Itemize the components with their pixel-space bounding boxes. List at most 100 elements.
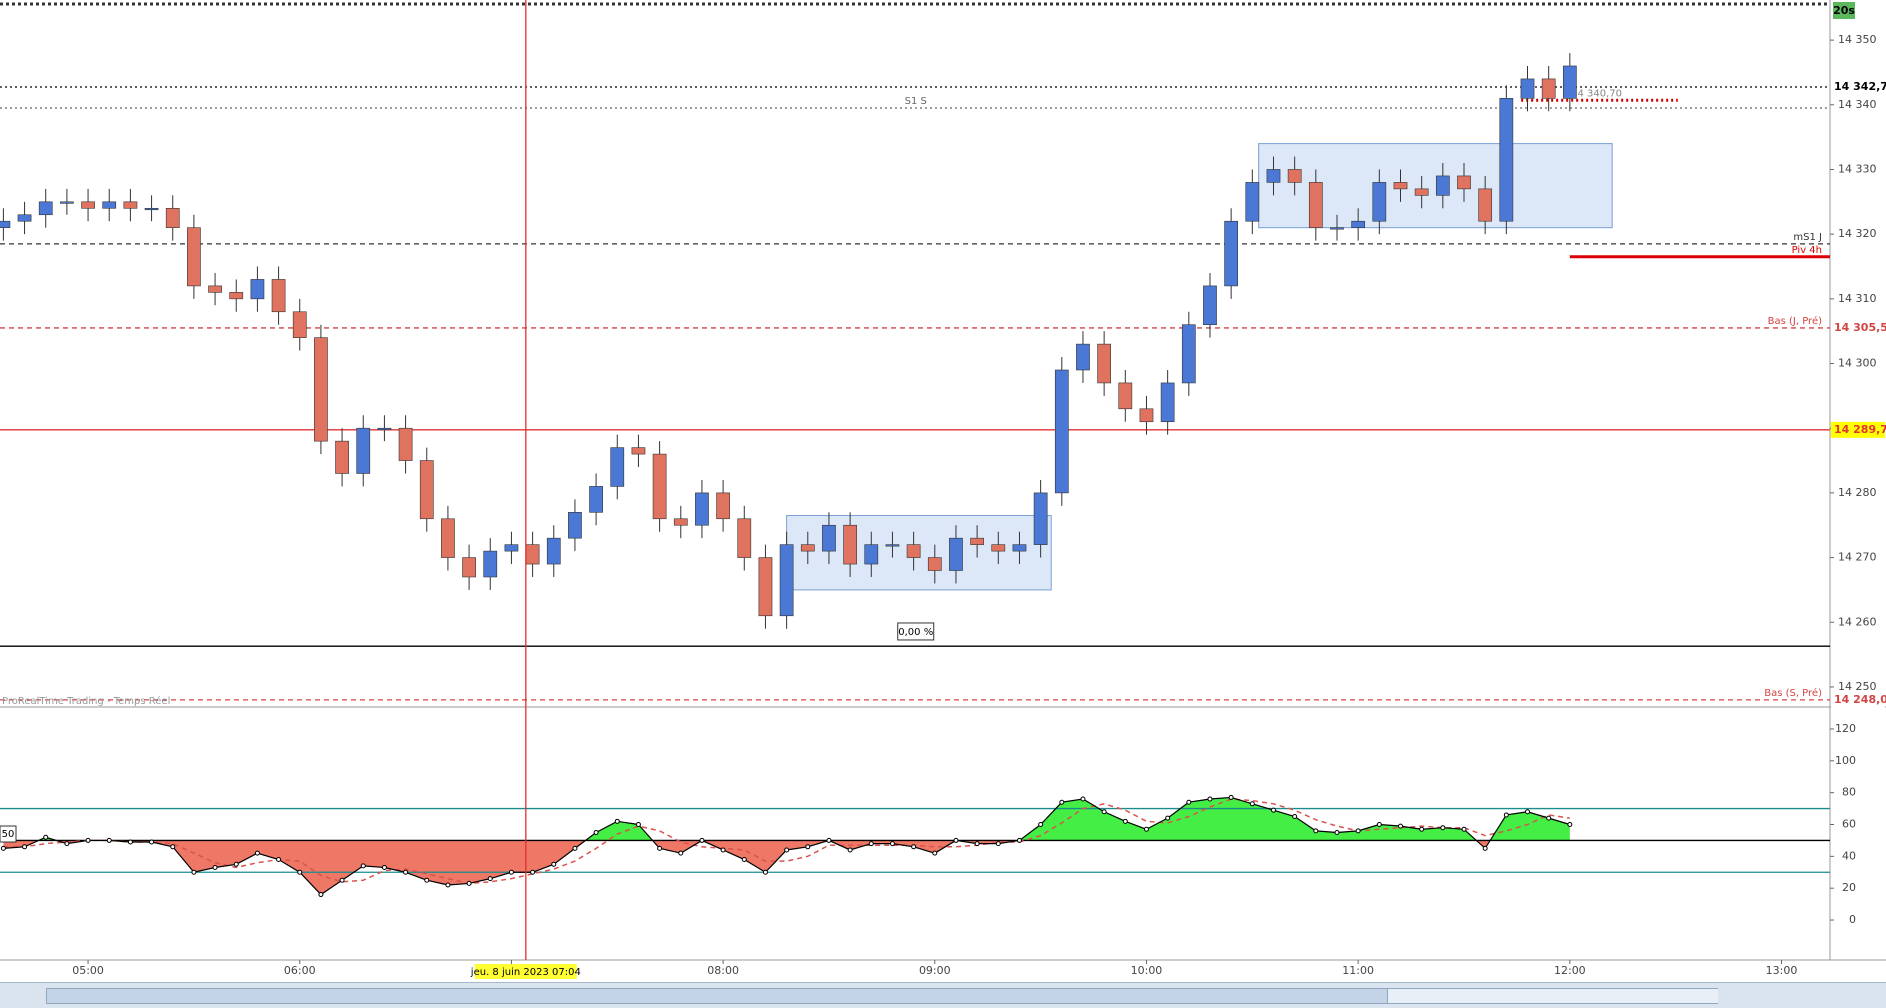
x-tick-label: 09:00 xyxy=(919,964,951,977)
indicator-point xyxy=(847,847,853,853)
candle-body xyxy=(187,227,201,287)
indicator-tick-label: 0 xyxy=(1849,913,1856,926)
scrollbar[interactable] xyxy=(46,988,1718,1004)
indicator-point xyxy=(276,857,282,863)
level-label-box xyxy=(1831,421,1885,438)
candle-body xyxy=(81,201,95,209)
candle-body xyxy=(800,544,815,552)
indicator-point xyxy=(360,863,366,869)
indicator-point xyxy=(1397,823,1403,829)
candle-body xyxy=(1033,492,1048,545)
percent-label: 0,00 % xyxy=(898,627,933,638)
indicator-point xyxy=(1270,807,1276,813)
candle-body xyxy=(716,492,730,520)
indicator-point xyxy=(106,837,112,843)
candle-body xyxy=(779,544,794,617)
candle-body xyxy=(1330,227,1344,230)
candle-body xyxy=(1012,544,1027,552)
indicator-point xyxy=(1207,796,1213,802)
indicator-point xyxy=(403,869,409,875)
indicator-point xyxy=(932,850,938,856)
candle-body xyxy=(1435,175,1450,196)
level-value-label: 14 342,75 xyxy=(1834,80,1886,93)
candle-body xyxy=(1245,182,1260,222)
candle-body xyxy=(38,201,53,216)
indicator-point xyxy=(339,877,345,883)
indicator-point xyxy=(1059,799,1065,805)
candle-body xyxy=(462,557,476,578)
candle-body xyxy=(250,279,265,300)
indicator-point xyxy=(466,880,472,886)
candle-body xyxy=(356,427,371,474)
candle-body xyxy=(0,220,11,228)
candle-body xyxy=(17,214,32,222)
candle-body xyxy=(949,537,963,571)
indicator-point xyxy=(43,834,49,840)
indicator-point xyxy=(530,869,536,875)
indicator-point xyxy=(1440,825,1446,831)
y-tick-label: 14 320 xyxy=(1838,227,1877,240)
indicator-point xyxy=(1461,826,1467,832)
candle-body xyxy=(885,544,900,547)
candle-body xyxy=(631,447,646,455)
level-value-label: 14 289,75 xyxy=(1834,423,1886,436)
level-name: Bas (J, Pré) xyxy=(1768,315,1822,327)
indicator-point xyxy=(22,844,28,850)
candle-body xyxy=(822,524,836,552)
candle-body xyxy=(314,337,328,442)
level-label-box xyxy=(1831,691,1885,708)
indicator-point xyxy=(0,845,6,851)
indicator-point xyxy=(678,850,684,856)
indicator-point xyxy=(318,892,324,898)
indicator-point xyxy=(974,841,980,847)
x-tick-label: 05:00 xyxy=(72,964,104,977)
candle-body xyxy=(1372,182,1387,222)
indicator-point xyxy=(1525,809,1531,815)
percent-box xyxy=(897,622,935,641)
x-tick-label: 08:00 xyxy=(707,964,739,977)
indicator-point xyxy=(297,869,303,875)
indicator-tick-label: 120 xyxy=(1835,722,1856,735)
indicator-point xyxy=(445,882,451,888)
indicator-point xyxy=(1186,799,1192,805)
level-name: Bas (S, Pré) xyxy=(1764,687,1822,699)
x-tick-label: 13:00 xyxy=(1766,964,1798,977)
scroll-thumb[interactable] xyxy=(1387,989,1718,1003)
period-label: 50 xyxy=(2,829,15,840)
candle-body xyxy=(419,460,434,520)
candle-body xyxy=(1414,188,1429,196)
y-tick-label: 14 280 xyxy=(1838,486,1877,499)
indicator-point xyxy=(191,869,197,875)
toolbar xyxy=(0,982,1886,1008)
indicator-point xyxy=(699,837,705,843)
level-value-label: 14 340,70 xyxy=(1571,88,1622,99)
x-tick-label: 12:00 xyxy=(1554,964,1586,977)
level-value-label: 14 305,50 xyxy=(1834,321,1886,334)
candle-body xyxy=(1457,175,1471,190)
indicator-fill-below xyxy=(3,840,1570,895)
indicator-point xyxy=(381,864,387,870)
indicator-point xyxy=(64,841,70,847)
indicator-signal xyxy=(3,798,1570,885)
x-tick-label: 11:00 xyxy=(1342,964,1374,977)
crosshair-label: jeu. 8 juin 2023 07:04 xyxy=(470,967,581,978)
candle-body xyxy=(525,544,540,565)
indicator-point xyxy=(508,869,514,875)
status-box xyxy=(1833,2,1855,19)
candle-body xyxy=(1393,182,1408,190)
indicator-point xyxy=(424,877,430,883)
candle-body xyxy=(60,201,74,204)
indicator-point xyxy=(741,857,747,863)
indicator-point xyxy=(1567,822,1573,828)
indicator-point xyxy=(254,850,260,856)
level-value-label: 14 248,00 xyxy=(1834,693,1886,706)
candle-body xyxy=(1351,220,1366,228)
candle-body xyxy=(102,201,117,209)
indicator-point xyxy=(1165,815,1171,821)
indicator-fill-above xyxy=(3,797,1570,841)
y-tick-label: 14 260 xyxy=(1838,615,1877,628)
x-tick-label: 06:00 xyxy=(284,964,316,977)
indicator-point xyxy=(487,876,493,882)
candle-body xyxy=(970,537,984,545)
indicator-point xyxy=(1080,796,1086,802)
